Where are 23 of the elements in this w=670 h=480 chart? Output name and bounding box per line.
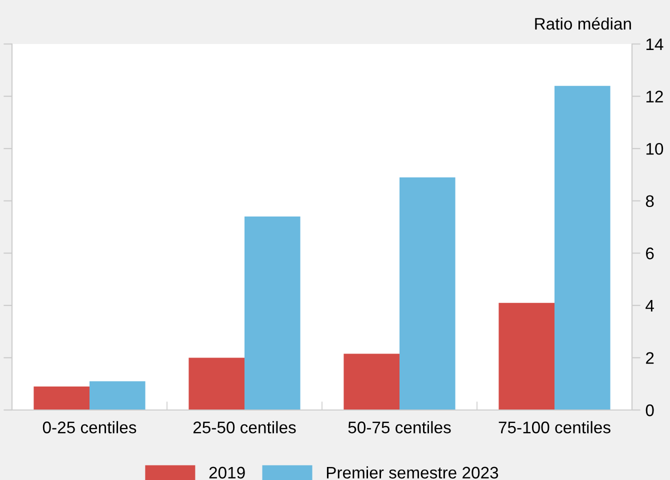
y-tick-label: 6	[646, 248, 654, 260]
y-tick-label: 10	[646, 142, 664, 155]
y-tick-label: 4	[646, 300, 654, 312]
bar	[90, 381, 146, 410]
y-axis-title: Ratio médian	[535, 17, 631, 30]
legend-label: Premier semestre 2023	[326, 466, 498, 479]
x-tick-label: 50-75 centiles	[348, 421, 451, 434]
bar	[244, 216, 300, 410]
legend-label: 2019	[209, 466, 245, 479]
y-tick-label: 0	[646, 404, 654, 416]
bar	[188, 358, 244, 410]
bar	[34, 386, 90, 410]
x-tick-label: 25-50 centiles	[193, 421, 296, 434]
y-tick-label: 12	[646, 90, 663, 102]
y-tick-label: 8	[646, 195, 654, 208]
x-tick-label: 75-100 centiles	[498, 421, 610, 434]
bar	[498, 302, 554, 410]
y-tick-label: 14	[646, 38, 664, 50]
bar	[344, 354, 400, 410]
bar	[554, 86, 610, 410]
y-tick-label: 2	[646, 352, 654, 364]
x-tick-label: 0-25 centiles	[42, 421, 136, 434]
bar	[400, 177, 456, 410]
